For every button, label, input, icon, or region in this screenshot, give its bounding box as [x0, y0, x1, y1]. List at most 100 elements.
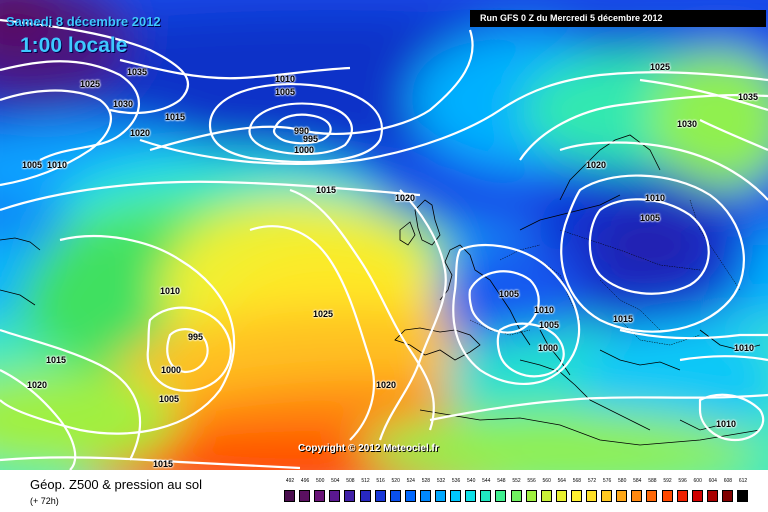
scale-swatch	[435, 490, 446, 502]
valid-date: Samedi 8 décembre 2012	[6, 14, 161, 29]
scale-label: 580	[618, 478, 627, 484]
weather-map: Samedi 8 décembre 2012 1:00 locale Run G…	[0, 0, 768, 470]
scale-label: 612	[738, 478, 748, 484]
scale-label: 588	[648, 478, 657, 484]
scale-swatch	[329, 490, 341, 502]
scale-label: 532	[436, 478, 446, 484]
scale-label: 544	[482, 478, 491, 484]
scale-swatch	[299, 490, 311, 502]
isobar-label: 995	[303, 134, 319, 144]
isobar-label: 1010	[645, 193, 666, 203]
scale-label: 540	[467, 478, 476, 484]
scale-label: 508	[346, 478, 355, 484]
scale-swatch	[314, 490, 326, 502]
scale-swatch	[525, 490, 537, 502]
scale-label: 608	[723, 478, 733, 484]
coastlines	[0, 134, 761, 446]
scale-swatch	[570, 490, 582, 502]
isobar-label: 1015	[316, 185, 337, 195]
isobar-label: 1010	[716, 419, 737, 429]
isobar-label: 1005	[159, 394, 180, 404]
copyright: Copyright © 2012 Meteociel.fr	[298, 443, 439, 454]
scale-swatch	[706, 490, 718, 502]
isobar-label: 1005	[640, 213, 661, 223]
valid-time: 1:00 locale	[20, 34, 128, 57]
scale-swatch	[721, 490, 733, 502]
scale-label: 560	[542, 478, 551, 484]
scale-swatch	[480, 490, 492, 502]
scale-label: 528	[421, 478, 431, 484]
isobar-label: 1005	[275, 87, 296, 97]
isobar-label: 1005	[539, 320, 560, 330]
map-canvas	[0, 0, 768, 470]
legend-footer: Géop. Z500 & pression au sol (+ 72h) 492…	[0, 470, 768, 512]
scale-swatch	[344, 490, 356, 502]
isobars	[0, 18, 768, 470]
isobar-label: 1015	[153, 459, 174, 469]
scale-swatch	[616, 490, 628, 502]
isobar-label: 1035	[127, 67, 148, 77]
field-title: Géop. Z500 & pression au sol	[30, 477, 202, 492]
scale-swatch	[404, 490, 416, 502]
scale-swatch	[676, 490, 688, 502]
scale-swatch	[495, 490, 507, 502]
isobar-label: 1015	[613, 314, 634, 324]
scale-label: 500	[316, 478, 325, 484]
scale-swatch	[359, 490, 371, 502]
isobar-label: 1010	[534, 305, 555, 315]
scale-swatch	[284, 490, 295, 502]
scale-swatch	[691, 490, 703, 502]
scale-swatch	[450, 490, 462, 502]
isobar-label: 1010	[47, 160, 68, 170]
scale-swatch	[646, 490, 658, 502]
isobar-label: 1020	[586, 160, 607, 170]
scale-label: 552	[512, 478, 521, 484]
scale-label: 496	[300, 478, 310, 484]
isobar-label: 1005	[22, 160, 43, 170]
isobar-label: 1030	[677, 119, 698, 129]
isobar-label: 1025	[80, 79, 101, 89]
isobar-label: 1015	[165, 112, 186, 122]
scale-swatch	[389, 490, 401, 502]
scale-label: 556	[527, 478, 536, 484]
scale-label: 512	[361, 478, 370, 484]
color-scale	[284, 490, 752, 502]
isobar-label: 1020	[376, 380, 397, 390]
scale-swatch	[737, 490, 748, 502]
scale-label: 596	[678, 478, 687, 484]
scale-label: 568	[572, 478, 582, 484]
scale-swatch	[374, 490, 386, 502]
scale-label: 536	[451, 478, 461, 484]
scale-swatch	[419, 490, 431, 502]
isobar-label: 995	[188, 332, 204, 342]
isobar-label: 1000	[294, 145, 315, 155]
scale-label: 584	[633, 478, 642, 484]
isobar-label: 1015	[46, 355, 67, 365]
isobar-label: 1000	[538, 343, 559, 353]
scale-swatch	[631, 490, 643, 502]
isobar-label: 1025	[313, 309, 334, 319]
scale-swatch	[661, 490, 673, 502]
isobar-label: 1000	[161, 365, 182, 375]
scale-label: 492	[285, 478, 295, 484]
isobar-label: 1010	[734, 343, 755, 353]
scale-swatch	[586, 490, 597, 502]
isobar-label: 1020	[130, 128, 151, 138]
scale-label: 564	[557, 478, 566, 484]
isobar-label: 1010	[160, 286, 181, 296]
isobar-label: 990	[294, 126, 310, 136]
isobar-label: 1005	[499, 289, 520, 299]
scale-label: 548	[497, 478, 506, 484]
lead-time: (+ 72h)	[30, 496, 59, 506]
scale-swatch	[555, 490, 567, 502]
scale-label: 604	[708, 478, 717, 484]
isobar-label: 1035	[738, 92, 759, 102]
run-info: Run GFS 0 Z du Mercredi 5 décembre 2012	[470, 10, 766, 27]
scale-label: 516	[376, 478, 385, 484]
isobar-label: 1030	[113, 99, 134, 109]
scale-label: 592	[663, 478, 672, 484]
scale-label: 504	[331, 478, 340, 484]
color-scale-labels: 492 496 500 504 508 512 516 520 524 528 532 536 540 5…	[284, 478, 752, 488]
scale-swatch	[465, 490, 477, 502]
isobar-label: 1020	[395, 193, 416, 203]
